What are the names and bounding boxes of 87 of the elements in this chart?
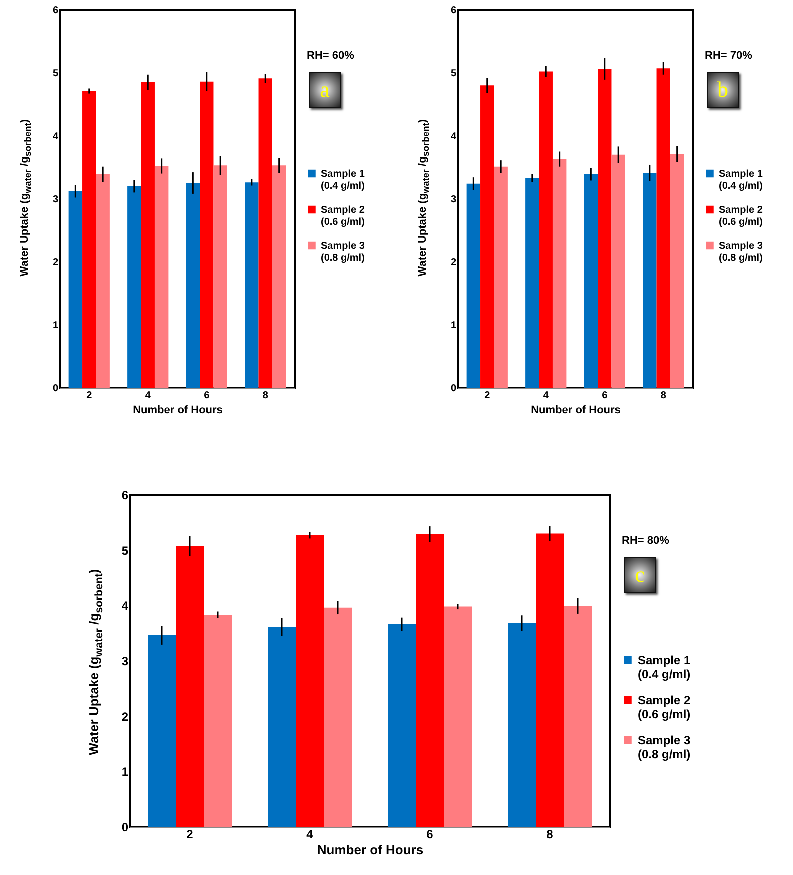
bar — [584, 174, 598, 388]
bar — [272, 166, 286, 388]
legend-label: Sample 2 (0.6 g/ml) — [638, 693, 692, 722]
legend-label: Sample 3 (0.8 g/ml) — [321, 240, 366, 264]
bar — [148, 636, 176, 827]
bar — [539, 72, 553, 388]
y-tick-label: 0 — [450, 384, 457, 394]
bar — [494, 166, 508, 388]
bar — [245, 182, 259, 388]
bar — [128, 186, 142, 388]
x-tick-label: 6 — [602, 390, 608, 402]
x-tick-label: 4 — [145, 390, 152, 402]
legend-label: Sample 2 (0.6 g/ml) — [719, 204, 764, 228]
y-tick-label: 4 — [52, 132, 59, 142]
y-tick-label: 1 — [122, 765, 129, 780]
bar — [416, 534, 444, 827]
bar — [643, 173, 657, 388]
bar — [444, 606, 472, 827]
x-tick-label: 2 — [86, 390, 93, 402]
y-tick-label: 6 — [122, 488, 129, 502]
x-tick-label: 2 — [484, 390, 491, 402]
bar — [670, 154, 684, 388]
x-tick-label: 8 — [262, 390, 269, 402]
bar — [508, 623, 536, 827]
letter-badge: a — [309, 72, 341, 108]
legend-label: Sample 2 (0.6 g/ml) — [321, 204, 366, 228]
bar — [82, 91, 96, 388]
y-tick-label: 2 — [450, 258, 457, 268]
y-tick-label: 0 — [52, 384, 59, 394]
bar — [268, 627, 296, 827]
bar — [612, 154, 626, 388]
legend-label: Sample 3 (0.8 g/ml) — [638, 733, 692, 762]
y-tick-label: 0 — [122, 820, 129, 834]
bar — [536, 534, 564, 827]
bar — [296, 535, 324, 827]
y-tick-label: 1 — [450, 320, 457, 332]
y-tick-label: 4 — [122, 599, 129, 614]
x-axis-title: Number of Hours — [531, 404, 621, 416]
bar — [480, 86, 494, 388]
text: RH= 80% — [622, 535, 670, 547]
bar — [186, 183, 200, 388]
x-axis-title: Number of Hours — [317, 842, 424, 858]
y-tick-label: 6 — [52, 6, 59, 16]
y-tick-label: 5 — [450, 68, 457, 80]
bar — [141, 82, 155, 388]
bar — [388, 624, 416, 827]
legend-label: Sample 1 (0.4 g/ml) — [719, 168, 764, 192]
y-tick-label: 6 — [450, 6, 457, 16]
y-tick-label: 3 — [122, 654, 129, 668]
letter-badge: c — [624, 557, 656, 593]
bar — [200, 82, 214, 388]
bar — [466, 184, 481, 388]
bar — [598, 69, 612, 388]
legend-label: Sample 3 (0.8 g/ml) — [719, 240, 764, 264]
x-tick-label: 2 — [186, 828, 194, 842]
bar — [68, 191, 83, 388]
x-tick-label: 8 — [660, 390, 667, 402]
bar — [176, 546, 204, 827]
y-tick-label: 3 — [52, 194, 59, 206]
text: RH= 60% — [307, 50, 354, 62]
text: RH= 70% — [705, 50, 752, 62]
bar — [324, 608, 352, 827]
legend-label: Sample 1 (0.4 g/ml) — [321, 168, 366, 192]
x-tick-label: 6 — [204, 390, 210, 402]
bar — [204, 615, 232, 827]
y-tick-label: 2 — [52, 258, 59, 268]
letter-badge: b — [707, 72, 739, 108]
y-tick-label: 4 — [450, 132, 457, 142]
y-tick-label: 2 — [122, 710, 129, 724]
x-tick-label: 8 — [546, 828, 554, 842]
x-tick-label: 4 — [306, 828, 314, 842]
y-tick-label: 1 — [52, 320, 59, 332]
bar — [564, 606, 592, 827]
y-tick-label: 5 — [52, 68, 59, 80]
legend-label: Sample 1 (0.4 g/ml) — [638, 653, 692, 682]
bar — [526, 178, 540, 388]
x-tick-label: 6 — [426, 828, 434, 842]
bar — [154, 166, 169, 388]
x-axis-title: Number of Hours — [133, 404, 223, 416]
y-tick-label: 3 — [450, 194, 457, 206]
bar — [96, 174, 110, 388]
bar — [552, 159, 567, 388]
bar — [656, 68, 670, 388]
x-tick-label: 4 — [543, 390, 550, 402]
y-tick-label: 5 — [122, 544, 129, 558]
bar — [258, 78, 272, 388]
bar — [214, 166, 228, 388]
